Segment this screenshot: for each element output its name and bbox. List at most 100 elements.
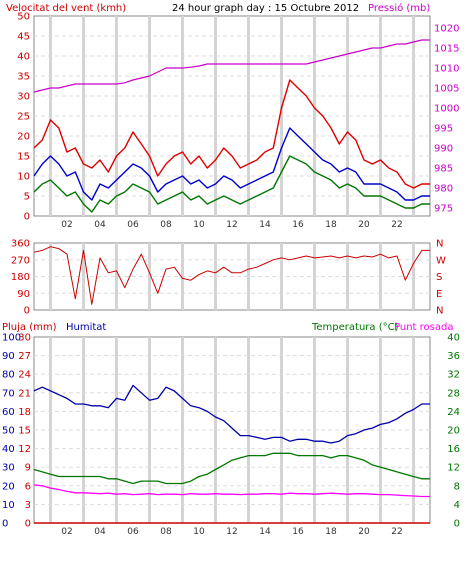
- temperature-tick-label: 4: [454, 500, 460, 511]
- temperature-tick-label: 0: [454, 519, 460, 530]
- wind-tick-label: 10: [17, 172, 30, 183]
- temperature-tick-label: 20: [447, 426, 460, 437]
- humidity-tick-label: 20: [2, 481, 15, 492]
- x-tick-label-2: 02: [61, 527, 72, 537]
- series-line-Humitat: [33, 384, 430, 444]
- x-tick-label-0: 02: [61, 220, 72, 230]
- wind-tick-label: 25: [17, 112, 30, 123]
- humidity-tick-label: 30: [2, 463, 15, 474]
- rain-tick-label: 0: [25, 519, 31, 530]
- x-tick-label-2: 18: [325, 527, 337, 537]
- temperature-tick-label: 28: [447, 388, 460, 399]
- x-tick-label-0: 16: [292, 220, 304, 230]
- compass-tick-label: E: [436, 289, 442, 300]
- rain-tick-label: 3: [25, 500, 31, 511]
- x-tick-label-2: 04: [94, 527, 106, 537]
- rain-tick-label: 24: [18, 370, 31, 381]
- wind-tick-label: 20: [17, 132, 30, 143]
- rain-tick-label: 6: [25, 481, 31, 492]
- series-line-min: [33, 155, 430, 213]
- wind-tick-label: 50: [17, 12, 30, 23]
- x-tick-label-0: 10: [193, 220, 205, 230]
- pressure-tick-label: 1010: [434, 64, 459, 75]
- x-tick-label-2: 16: [292, 527, 304, 537]
- rain-tick-label: 30: [18, 333, 31, 344]
- rain-tick-label: 12: [18, 444, 31, 455]
- wind-axis-title: Velocitat del vent (kmh): [6, 3, 126, 14]
- series-line-Temperatura: [33, 452, 430, 485]
- direction-tick-label: 360: [11, 239, 30, 250]
- pressure-tick-label: 995: [434, 124, 453, 135]
- wind-tick-label: 15: [17, 152, 30, 163]
- humidity-tick-label: 40: [2, 444, 15, 455]
- x-tick-label-2: 14: [259, 527, 271, 537]
- rain-axis-title: Pluja (mm): [2, 322, 57, 333]
- wind-tick-label: 35: [17, 72, 30, 83]
- rain-tick-label: 18: [18, 407, 31, 418]
- x-tick-label-0: 04: [94, 220, 106, 230]
- series-line-average: [33, 127, 430, 201]
- series-line-pressure: [33, 39, 430, 93]
- x-tick-label-2: 12: [226, 527, 237, 537]
- wind-tick-label: 5: [24, 192, 30, 203]
- pressure-tick-label: 980: [434, 184, 453, 195]
- x-tick-label-0: 20: [358, 220, 370, 230]
- chart-title: 24 hour graph day : 15 Octubre 2012: [172, 3, 359, 14]
- humidity-tick-label: 70: [2, 388, 15, 399]
- wind-tick-label: 45: [17, 32, 30, 43]
- x-tick-label-0: 14: [259, 220, 271, 230]
- temperature-tick-label: 12: [447, 463, 460, 474]
- compass-tick-label: W: [436, 255, 446, 266]
- pressure-tick-label: 990: [434, 144, 453, 155]
- humidity-axis-title: Humitat: [66, 322, 106, 333]
- direction-tick-label: 0: [24, 306, 30, 317]
- x-tick-label-2: 06: [127, 527, 139, 537]
- direction-tick-label: 180: [11, 272, 30, 283]
- x-tick-label-2: 10: [193, 527, 205, 537]
- series-line-gust: [33, 79, 430, 189]
- temperature-tick-label: 32: [447, 370, 460, 381]
- x-tick-label-0: 06: [127, 220, 139, 230]
- pressure-axis-title: Pressió (mb): [368, 2, 430, 14]
- pressure-tick-label: 1020: [434, 24, 459, 35]
- series-line-Punt rosada: [33, 484, 430, 498]
- temperature-axis-title: Temperatura (°C): [311, 322, 399, 333]
- wind-tick-label: 30: [17, 92, 30, 103]
- direction-tick-label: 270: [11, 255, 30, 266]
- rain-tick-label: 21: [18, 388, 31, 399]
- humidity-tick-label: 0: [2, 519, 8, 530]
- x-tick-label-2: 20: [358, 527, 370, 537]
- x-tick-label-0: 22: [391, 220, 402, 230]
- temperature-tick-label: 36: [447, 351, 460, 362]
- wind-tick-label: 40: [17, 52, 30, 63]
- temperature-tick-label: 40: [447, 333, 460, 344]
- rain-tick-label: 9: [25, 463, 31, 474]
- x-tick-label-0: 18: [325, 220, 337, 230]
- pressure-tick-label: 1015: [434, 44, 459, 55]
- x-tick-label-2: 22: [391, 527, 402, 537]
- temperature-tick-label: 8: [454, 481, 460, 492]
- pressure-tick-label: 985: [434, 164, 453, 175]
- x-tick-label-2: 08: [160, 527, 172, 537]
- temperature-tick-label: 24: [447, 407, 460, 418]
- x-tick-label-0: 08: [160, 220, 172, 230]
- x-tick-label-0: 12: [226, 220, 237, 230]
- pressure-tick-label: 1000: [434, 104, 459, 115]
- wind-tick-label: 0: [24, 212, 30, 223]
- humidity-tick-label: 100: [2, 333, 21, 344]
- series-line-direction: [33, 246, 430, 305]
- humidity-tick-label: 10: [2, 500, 15, 511]
- temperature-tick-label: 16: [447, 444, 460, 455]
- rain-tick-label: 27: [18, 351, 31, 362]
- compass-tick-label: S: [436, 272, 442, 283]
- direction-tick-label: 90: [17, 289, 30, 300]
- humidity-tick-label: 60: [2, 407, 15, 418]
- humidity-tick-label: 90: [2, 351, 15, 362]
- compass-tick-label: N: [436, 239, 443, 250]
- humidity-tick-label: 80: [2, 370, 15, 381]
- humidity-tick-label: 50: [2, 426, 15, 437]
- pressure-tick-label: 1005: [434, 84, 459, 95]
- compass-tick-label: N: [436, 306, 443, 317]
